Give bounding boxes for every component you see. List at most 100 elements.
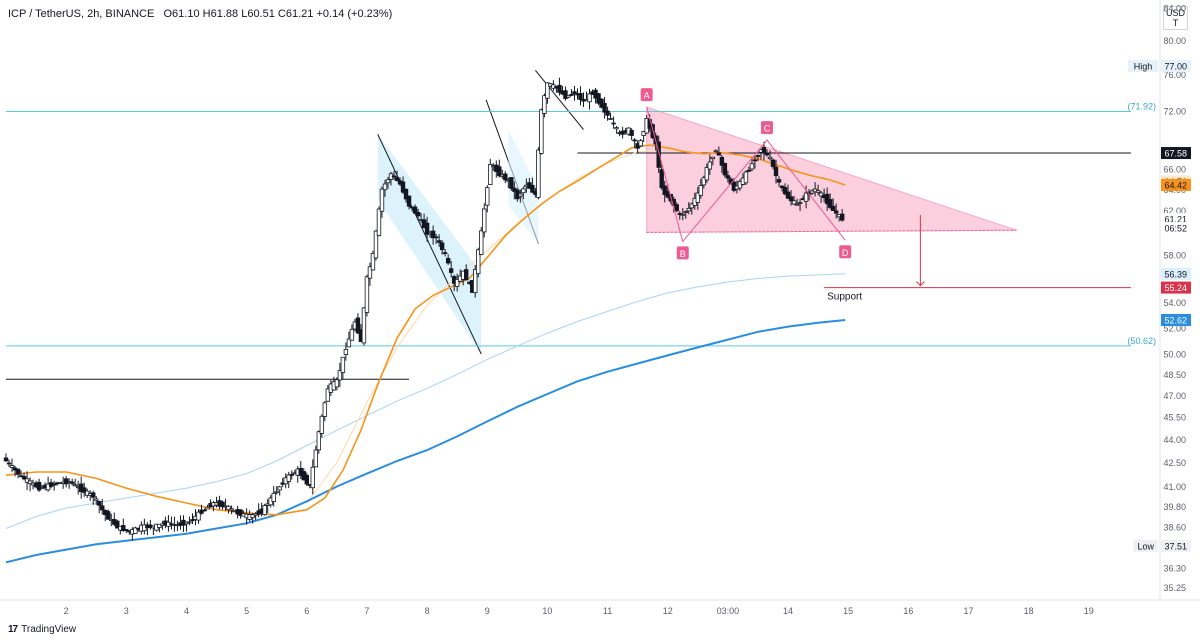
candle-body (271, 492, 276, 502)
candle-body (743, 171, 749, 184)
candle-body (716, 152, 722, 156)
candle-body (340, 356, 346, 373)
candle-body (545, 82, 550, 99)
time-tick-label: 7 (364, 606, 369, 616)
price-label-box (1161, 59, 1191, 72)
candle-body (36, 481, 42, 491)
price-label-value: 61.21 (1164, 215, 1187, 225)
candle-body (704, 167, 710, 181)
ohlc-change: +0.14 (+0.23%) (316, 8, 393, 20)
time-tick-label: 03:00 (717, 606, 740, 616)
candle-body (448, 268, 454, 273)
candle-body (683, 211, 688, 214)
price-label-box (1161, 178, 1191, 191)
candle-body (72, 484, 78, 487)
price-tick-label: 54.00 (1163, 298, 1186, 308)
currency-unit-box[interactable]: USD T (1162, 6, 1188, 30)
time-tick-label: 4 (184, 606, 189, 616)
candle-body (385, 179, 391, 184)
price-label-box (1161, 281, 1191, 294)
price-label-value: (71.92) (1127, 102, 1156, 112)
price-tick-label: 58.00 (1163, 251, 1186, 261)
candle-body (286, 474, 291, 482)
price-label-2: 67.58 (1161, 147, 1191, 160)
candle-body (602, 102, 607, 113)
candle-body (662, 185, 667, 195)
candle-body (337, 370, 343, 381)
candle-body (406, 195, 412, 207)
ohlc-close: C61.21 (277, 8, 314, 20)
candle-body (310, 466, 315, 489)
candle-body (124, 529, 129, 532)
candle-body (205, 506, 210, 510)
candle-body (39, 487, 45, 489)
candle-body (629, 129, 634, 136)
candle-body (394, 177, 400, 181)
pattern-point-a-box (640, 88, 653, 102)
price-tick-label: 44.00 (1163, 435, 1186, 445)
candle-body (578, 93, 583, 100)
candle-body (674, 204, 679, 212)
price-label-value: 77.00 (1164, 61, 1187, 71)
candle-body (15, 468, 21, 475)
price-label-7: 56.39 (1161, 267, 1191, 280)
candle-body (115, 520, 120, 529)
time-tick-label: 17 (963, 606, 973, 616)
brand-mark[interactable]: 17 TradingView (8, 624, 76, 635)
candle-body (785, 191, 791, 199)
time-tick-label: 11 (603, 606, 612, 616)
ohlc-high: H61.88 (202, 8, 239, 20)
candle-body (94, 498, 99, 501)
candle-body (605, 110, 610, 116)
candle-body (539, 109, 544, 154)
candle-body (403, 188, 409, 200)
candle-body (488, 164, 493, 185)
candle-body (761, 147, 767, 154)
pattern-point-c-label: C (764, 124, 771, 134)
candle-body (463, 269, 469, 281)
symbol-header[interactable]: ICP / TetherUS, 2h, BINANCE O61.10 H61.8… (8, 8, 392, 20)
candle-body (100, 505, 105, 511)
candle-body (391, 175, 397, 178)
candle-body (701, 177, 707, 186)
candle-body (379, 188, 385, 212)
price-label-6: 06:52 (1161, 221, 1191, 234)
tradingview-logo-icon: 17 (8, 624, 18, 635)
currency-line2: T (1172, 18, 1179, 28)
price-tick-label: 38.60 (1163, 522, 1186, 532)
price-tick-label: 35.25 (1163, 583, 1186, 593)
price-label-8: 55.24 (1161, 281, 1191, 294)
candle-body (346, 338, 352, 348)
triangle-base-line (646, 229, 1017, 233)
candle-body (707, 161, 713, 170)
price-tick-label: 66.00 (1163, 164, 1186, 174)
ma-light-line (5, 273, 846, 529)
pattern-zigzag (646, 106, 846, 243)
candle-body (749, 163, 755, 170)
currency-line1: USD (1165, 8, 1185, 18)
candle-body (445, 257, 451, 264)
candle-body (69, 481, 75, 484)
time-tick-label: 8 (425, 606, 430, 616)
candle-body (620, 130, 625, 135)
candle-body (322, 402, 328, 417)
candle-body (415, 211, 421, 217)
candle-body (334, 379, 340, 388)
price-tick-label: 80.00 (1163, 36, 1186, 46)
support-label: Support (827, 292, 862, 303)
pattern-point-b-box (676, 246, 689, 260)
triangle-pattern (646, 106, 1017, 233)
candles-group (3, 77, 845, 541)
symbol-title[interactable]: ICP / TetherUS, 2h, BINANCE (8, 8, 155, 20)
candle-body (833, 210, 839, 214)
candle-body (485, 187, 490, 206)
candle-body (779, 185, 785, 189)
candle-body (725, 175, 731, 179)
candle-body (839, 213, 845, 221)
candle-body (719, 156, 725, 166)
candle-body (121, 525, 126, 532)
price-tick-label: 48.50 (1163, 370, 1186, 380)
price-label-value: 64.42 (1164, 180, 1187, 190)
